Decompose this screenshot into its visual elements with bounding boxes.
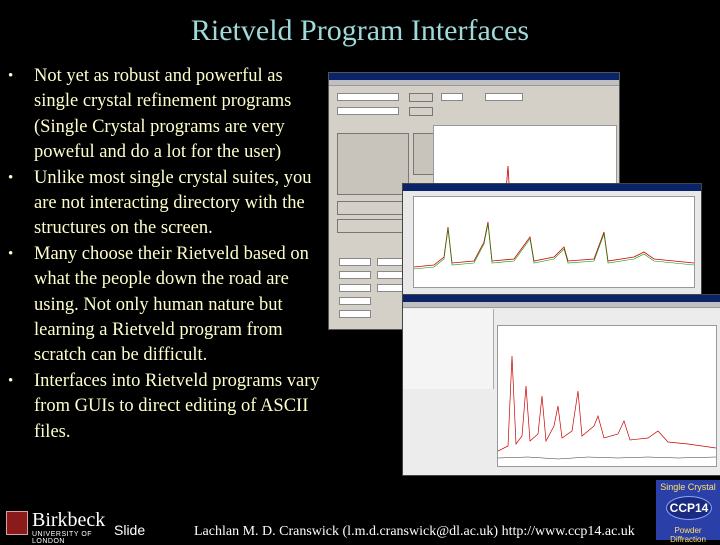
refinement-screenshot bbox=[402, 294, 720, 476]
input-field bbox=[485, 93, 523, 101]
window-button bbox=[409, 93, 433, 102]
options-panel bbox=[337, 133, 409, 195]
difference-line bbox=[497, 456, 717, 460]
pattern-plot bbox=[413, 196, 695, 288]
bullet-text: Not yet as robust and powerful as single… bbox=[34, 66, 292, 163]
input-field bbox=[377, 271, 403, 279]
ccp14-center-text: CCP14 bbox=[666, 496, 712, 520]
window-button bbox=[337, 219, 409, 233]
birkbeck-logo: Birkbeck UNIVERSITY OF LONDON bbox=[2, 505, 110, 545]
pattern-plot-svg bbox=[497, 355, 717, 460]
input-field bbox=[337, 93, 399, 101]
observed-pattern-line bbox=[413, 221, 695, 268]
window-menubar bbox=[403, 302, 720, 308]
logo-name: Birkbeck bbox=[32, 509, 106, 531]
input-field bbox=[441, 93, 463, 101]
pattern-plot bbox=[497, 325, 717, 467]
pattern-plot-svg bbox=[413, 221, 695, 270]
bullet-item: • Many choose their Rietveld based on wha… bbox=[6, 242, 324, 369]
bullet-text: Interfaces into Rietveld programs vary f… bbox=[34, 370, 320, 442]
input-field bbox=[339, 310, 371, 318]
bullet-item: • Unlike most single crystal suites, you … bbox=[6, 166, 324, 242]
bullet-icon: • bbox=[8, 68, 14, 84]
bullet-icon: • bbox=[8, 169, 14, 186]
slide-title: Rietveld Program Interfaces bbox=[190, 14, 530, 47]
input-field bbox=[339, 271, 371, 279]
bullet-text: Many choose their Rietveld based on what… bbox=[34, 243, 309, 366]
input-field bbox=[339, 297, 371, 305]
file-list-panel bbox=[403, 309, 494, 389]
window-titlebar bbox=[403, 184, 701, 191]
input-field bbox=[377, 258, 403, 266]
window-menubar bbox=[329, 80, 619, 86]
slide-label: Slide bbox=[114, 522, 146, 538]
calculated-pattern-line bbox=[413, 223, 695, 270]
window-button bbox=[409, 107, 433, 116]
window-titlebar bbox=[403, 295, 720, 302]
input-field bbox=[339, 258, 371, 266]
window-titlebar bbox=[329, 73, 619, 80]
bullet-list: • Not yet as robust and powerful as singl… bbox=[6, 64, 324, 445]
bullet-item: • Not yet as robust and powerful as singl… bbox=[6, 64, 324, 166]
bullet-item: • Interfaces into Rietveld programs vary … bbox=[6, 369, 324, 445]
input-field bbox=[339, 284, 371, 292]
ccp14-logo: Single Crystal CCP14 Powder Diffraction bbox=[656, 480, 720, 544]
input-field bbox=[377, 284, 403, 292]
bullet-icon: • bbox=[8, 372, 14, 389]
ccp14-top-text: Single Crystal bbox=[660, 482, 716, 492]
bullet-text: Unlike most single crystal suites, you a… bbox=[34, 167, 312, 239]
footer-credit: Lachlan M. D. Cranswick (l.m.d.cranswick… bbox=[194, 524, 635, 539]
ccp14-bottom-text: Powder Diffraction bbox=[670, 526, 706, 544]
crest-icon bbox=[6, 511, 28, 535]
powder-plot-screenshot bbox=[402, 183, 702, 295]
input-field bbox=[337, 107, 399, 115]
observed-pattern-line bbox=[497, 355, 717, 452]
bullet-icon: • bbox=[8, 245, 14, 262]
logo-subtitle: UNIVERSITY OF LONDON bbox=[32, 531, 93, 545]
window-button bbox=[337, 201, 409, 215]
